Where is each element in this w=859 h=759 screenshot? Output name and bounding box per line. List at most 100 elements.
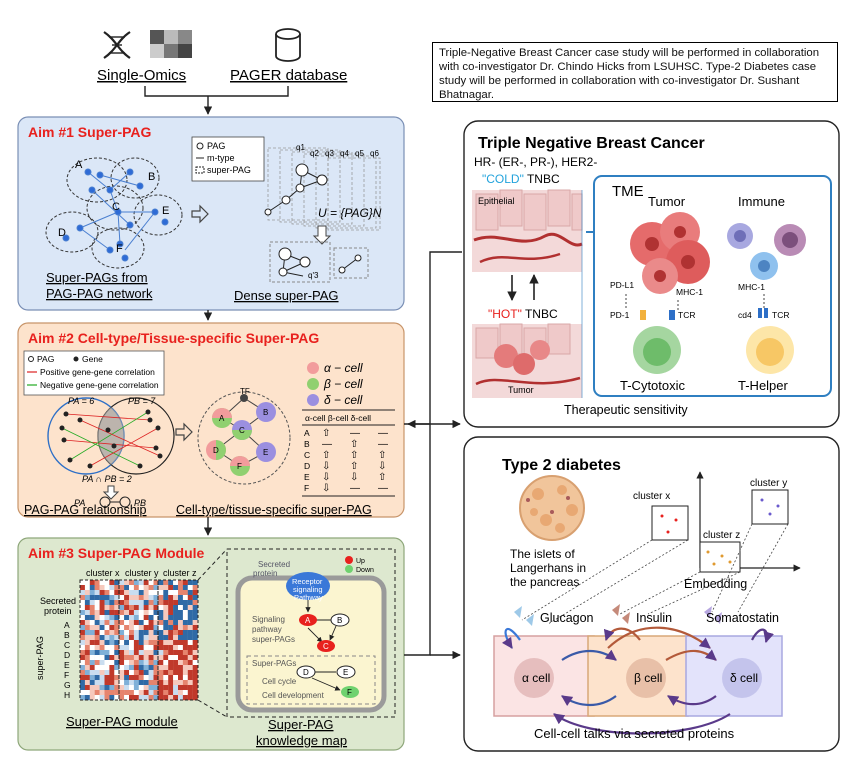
heatmap-cell <box>153 630 159 636</box>
heatmap-cell <box>168 690 174 696</box>
heatmap-cell <box>129 645 134 651</box>
heatmap-cell <box>104 600 110 606</box>
heatmap-cell <box>178 625 183 631</box>
heatmap-cell <box>178 580 183 586</box>
aim2-table-row-label: D <box>304 461 310 471</box>
heatmap-cell <box>133 665 139 671</box>
heatmap-cell <box>163 595 169 601</box>
heatmap-cell <box>182 625 188 631</box>
tme-box: TME Tumor Immune PD-L1 MHC-1 MHC-1 PD-1 <box>593 175 832 397</box>
aim3-cluster-z: cluster z <box>163 568 197 578</box>
heatmap-cell <box>182 690 188 696</box>
aim2-legend-positive: Positive gene-gene correlation <box>40 367 155 377</box>
heatmap-cell <box>84 585 90 591</box>
heatmap-cell <box>178 615 183 621</box>
embedding-label: Embedding <box>684 577 747 591</box>
heatmap-cell <box>173 690 179 696</box>
heatmap-cell <box>133 620 139 626</box>
heatmap-cell <box>178 640 183 646</box>
heatmap-cell <box>173 630 179 636</box>
heatmap-cell <box>80 600 85 606</box>
heatmap-cell <box>173 685 179 691</box>
heatmap-cell <box>99 600 105 606</box>
aim3-caption-right-2: knowledge map <box>256 733 347 748</box>
heatmap-cell <box>114 640 120 646</box>
heatmap-cell <box>109 630 115 636</box>
aim2-cnode-a: A <box>219 414 225 423</box>
aim3-row-label: F <box>64 670 69 680</box>
collaboration-note: Triple-Negative Breast Cancer case study… <box>432 42 838 102</box>
t-helper-label: T-Helper <box>738 378 789 393</box>
aim3-row-label: G <box>64 680 71 690</box>
aim2-legend: PAG Gene Positive gene-gene correlation … <box>23 350 165 396</box>
heatmap-cell <box>114 690 120 696</box>
km-up: Up <box>356 558 365 565</box>
heatmap-cell <box>89 675 95 681</box>
t-helper-cell <box>746 326 794 374</box>
heatmap-cell <box>158 630 164 636</box>
heatmap-cell <box>104 685 110 691</box>
heatmap-cell <box>148 675 154 681</box>
heatmap-cell <box>80 615 85 621</box>
heatmap-cell <box>124 610 130 616</box>
tme-label: TME <box>612 183 644 200</box>
heatmap-cell <box>192 670 198 676</box>
heatmap-cell <box>148 615 154 621</box>
dna-icon <box>103 31 131 59</box>
heatmap-cell <box>119 670 125 676</box>
heatmap-cell <box>163 695 169 701</box>
insulin-label: Insulin <box>636 611 672 625</box>
heatmap-cell <box>133 605 139 611</box>
heatmap-cell <box>124 680 130 686</box>
heatmap-cell <box>99 660 105 666</box>
heatmap-cell <box>187 640 193 646</box>
tme-tumor-label: Tumor <box>648 194 686 209</box>
heatmap-cell <box>99 650 105 656</box>
km-node-b: B <box>337 616 342 625</box>
heatmap-cell <box>80 645 85 651</box>
aim2-table-row-label: B <box>304 439 310 449</box>
aim3-row-label: B <box>64 630 70 640</box>
heatmap-cell <box>114 615 120 621</box>
heatmap-cell <box>104 630 110 636</box>
heatmap-cell <box>163 660 169 666</box>
heatmap-cell <box>124 590 130 596</box>
heatmap-cell <box>80 610 85 616</box>
heatmap-cell <box>163 590 169 596</box>
heatmap-cell <box>187 600 193 606</box>
heatmap-cell <box>143 690 149 696</box>
heatmap-cell <box>138 670 144 676</box>
heatmap-cell <box>143 695 149 701</box>
heatmap-cell <box>114 660 120 666</box>
aim3-row-label: A <box>64 620 70 630</box>
islets-2: Langerhans in <box>510 561 586 575</box>
heatmap-cell <box>168 610 174 616</box>
heatmap-cell <box>187 630 193 636</box>
heatmap-cell <box>192 595 198 601</box>
heatmap-cell <box>192 680 198 686</box>
heatmap-cell <box>133 645 139 651</box>
aim3-row-label: D <box>64 650 70 660</box>
heatmap-cell <box>168 600 174 606</box>
heatmap-cell <box>138 625 144 631</box>
heatmap-cell <box>133 595 139 601</box>
heatmap-cell <box>94 640 100 646</box>
heatmap-cell <box>84 690 90 696</box>
heatmap-cell <box>114 635 120 641</box>
km-signaling-2: pathway <box>252 625 282 634</box>
heatmap-cell <box>178 620 183 626</box>
heatmap-cell <box>119 680 125 686</box>
heatmap-cell <box>158 620 164 626</box>
heatmap-cell <box>182 630 188 636</box>
heatmap-cell <box>114 595 120 601</box>
heatmap-cell <box>129 685 134 691</box>
heatmap-cell <box>109 585 115 591</box>
heatmap-cell <box>178 630 183 636</box>
aim1-network: A B C D E F <box>45 157 183 269</box>
heatmap-cell <box>109 665 115 671</box>
aim2-cnode-c: C <box>239 426 245 435</box>
aim3-cluster-x: cluster x <box>86 568 120 578</box>
aim1-legend: PAG m-type super-PAG <box>191 136 265 182</box>
heatmap-cell <box>94 615 100 621</box>
aim1-q5: q5 <box>355 149 364 158</box>
